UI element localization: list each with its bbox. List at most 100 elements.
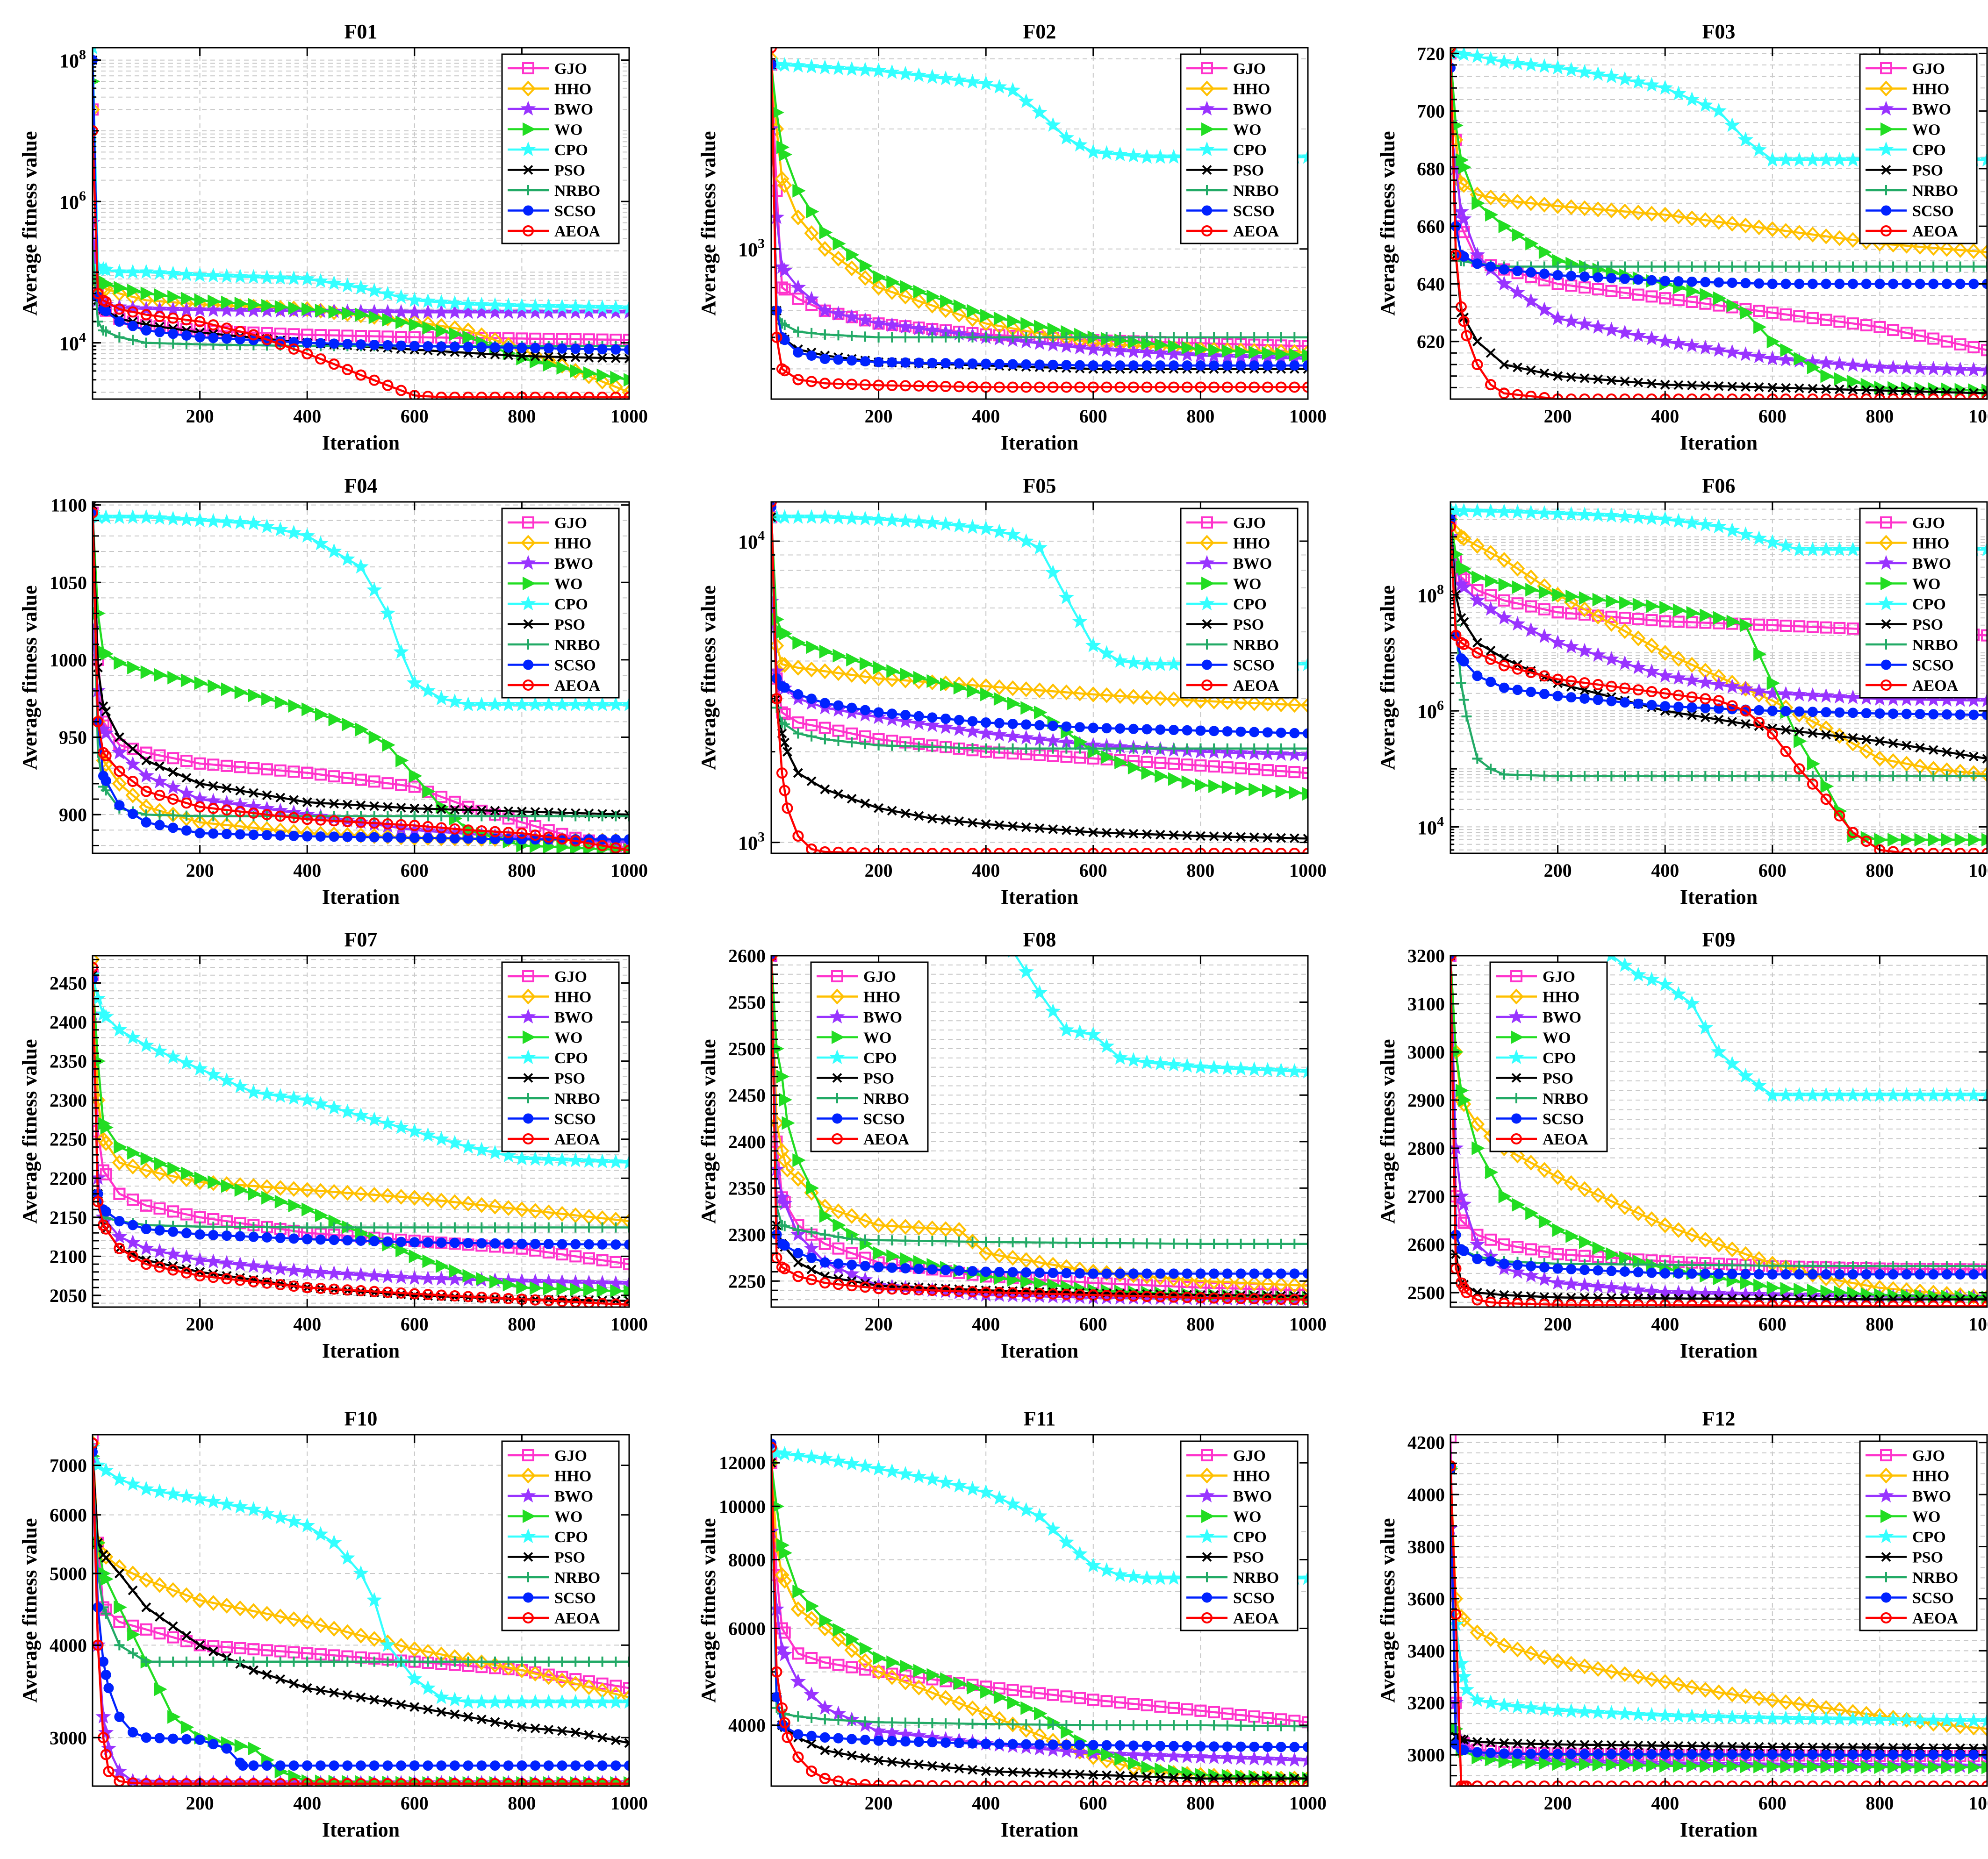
marker-scso — [874, 358, 883, 367]
marker-scso — [423, 1238, 433, 1247]
y-tick-exponent: 4 — [1437, 814, 1444, 829]
marker-scso — [1290, 729, 1299, 738]
marker-scso — [1808, 279, 1817, 288]
marker-scso — [128, 322, 137, 331]
marker-scso — [396, 833, 406, 842]
marker-scso — [1196, 726, 1205, 735]
y-tick-label: 2250 — [728, 1271, 766, 1292]
marker-scso — [1277, 1269, 1286, 1278]
y-tick-label: 2550 — [728, 992, 766, 1013]
marker-scso — [330, 339, 339, 348]
marker-scso — [1196, 1269, 1205, 1278]
marker-scso — [1075, 361, 1084, 370]
marker-scso — [464, 1238, 473, 1248]
y-tick-label: 104 — [59, 330, 86, 355]
y-tick-base: 10 — [1417, 586, 1437, 607]
marker-scso — [1768, 706, 1777, 715]
legend-label: SCSO — [554, 1111, 596, 1128]
legend-label: WO — [1233, 576, 1261, 593]
marker-scso — [1021, 1268, 1031, 1277]
legend-marker — [1881, 660, 1891, 670]
marker-scso — [1794, 279, 1804, 288]
marker-scso — [101, 1207, 111, 1216]
marker-scso — [1674, 702, 1683, 712]
marker-scso — [316, 832, 325, 841]
y-tick-label: 1100 — [50, 495, 87, 516]
marker-scso — [101, 307, 111, 316]
y-tick-label: 2500 — [728, 1038, 766, 1059]
marker-scso — [1593, 695, 1603, 705]
x-tick-label: 400 — [293, 1314, 321, 1335]
marker-scso — [1169, 1269, 1178, 1278]
marker-cpo — [965, 897, 979, 911]
x-tick-label: 400 — [1651, 406, 1679, 427]
marker-scso — [968, 359, 977, 368]
marker-scso — [1902, 279, 1911, 288]
y-axis-label: Average fitness value — [1376, 585, 1399, 770]
y-tick-label: 106 — [59, 188, 86, 214]
marker-scso — [1008, 1267, 1018, 1277]
y-tick-label: 2100 — [50, 1246, 87, 1267]
x-tick-label: 800 — [1186, 1314, 1214, 1335]
marker-scso — [598, 1240, 607, 1249]
marker-scso — [142, 818, 151, 827]
x-tick-label: 1000 — [1289, 1314, 1327, 1335]
x-axis-label: Iteration — [322, 1339, 400, 1362]
marker-scso — [222, 334, 231, 343]
marker-cpo — [992, 922, 1006, 936]
marker-scso — [128, 809, 137, 819]
marker-scso — [1048, 721, 1058, 730]
marker-scso — [168, 329, 178, 338]
legend-label: WO — [554, 576, 582, 593]
marker-scso — [861, 357, 870, 366]
marker-scso — [410, 342, 419, 351]
legend-label: HHO — [554, 535, 591, 552]
marker-scso — [370, 1237, 379, 1246]
y-tick-label: 2450 — [728, 1085, 766, 1106]
legend-label: AEOA — [1233, 223, 1279, 240]
marker-scso — [1089, 361, 1098, 370]
y-tick-label: 2050 — [50, 1285, 87, 1306]
marker-scso — [1942, 710, 1952, 719]
marker-scso — [834, 701, 843, 710]
marker-scso — [1155, 725, 1165, 734]
y-axis-label: Average fitness value — [18, 585, 41, 770]
legend-marker — [1202, 660, 1212, 670]
marker-scso — [1969, 279, 1978, 288]
marker-scso — [1102, 1269, 1112, 1278]
marker-scso — [1142, 1269, 1152, 1278]
legend-label: SCSO — [1912, 657, 1954, 674]
marker-scso — [302, 338, 312, 348]
marker-scso — [182, 826, 191, 835]
legend-label: SCSO — [1233, 657, 1275, 674]
marker-scso — [847, 356, 856, 365]
y-tick-label: 660 — [1417, 216, 1445, 237]
marker-scso — [155, 821, 165, 830]
marker-scso — [1566, 693, 1576, 702]
marker-scso — [820, 1258, 830, 1267]
legend-label: GJO — [1912, 60, 1945, 78]
x-tick-label: 600 — [1079, 406, 1107, 427]
marker-scso — [1620, 698, 1629, 707]
y-tick-exponent: 6 — [79, 188, 86, 204]
marker-scso — [1062, 360, 1071, 370]
marker-scso — [1142, 361, 1152, 370]
x-tick-label: 400 — [972, 1314, 1000, 1335]
marker-scso — [115, 801, 124, 810]
legend-label: WO — [1912, 122, 1940, 139]
legend-label: BWO — [1233, 101, 1272, 118]
legend-label: HHO — [1912, 81, 1949, 98]
marker-scso — [820, 699, 830, 708]
marker-scso — [611, 345, 620, 354]
legend-marker — [1202, 206, 1212, 215]
marker-scso — [1687, 277, 1697, 286]
marker-cpo — [778, 855, 792, 869]
marker-scso — [423, 342, 433, 351]
marker-scso — [1553, 691, 1563, 701]
legend-label: WO — [554, 1030, 582, 1047]
marker-scso — [1969, 710, 1978, 720]
marker-scso — [981, 718, 990, 727]
marker-scso — [155, 328, 165, 337]
marker-scso — [262, 1233, 272, 1242]
